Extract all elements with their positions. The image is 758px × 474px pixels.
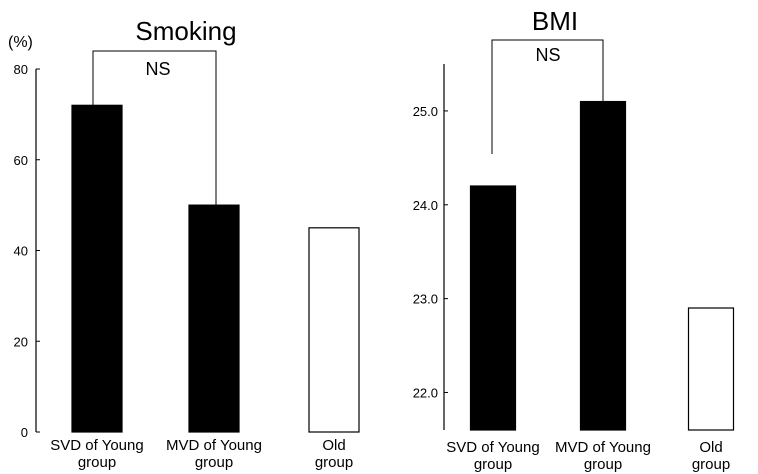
bmi-bar-2: [687, 307, 735, 431]
smoking-ytick-label-1: 20: [14, 334, 28, 349]
bmi-ns-label: NS: [535, 45, 560, 65]
smoking-title: Smoking: [135, 16, 236, 46]
bmi-ytick-label-0: 22.0: [413, 385, 438, 400]
smoking-category-label-1: MVD of Young group: [166, 437, 262, 471]
bmi-title: BMI: [532, 6, 578, 36]
bmi-category-label-1: MVD of Young group: [555, 439, 651, 473]
smoking-ns-label: NS: [145, 59, 170, 79]
smoking-ylabel: (%): [8, 34, 33, 51]
bmi-bar-0: [469, 185, 517, 431]
smoking-ytick-label-0: 0: [21, 425, 28, 440]
bmi-ns-bracket: [491, 39, 604, 154]
smoking-ns-bracket: [92, 50, 217, 247]
bmi-category-label-0: SVD of Young group: [446, 439, 539, 473]
chart-bmi: BMI NS 22.0 23.0 24.0 25.0 SVD of Young group…: [413, 6, 735, 473]
bmi-ytick-label-1: 23.0: [413, 292, 438, 307]
smoking-ytick-label-3: 60: [14, 153, 28, 168]
chart-smoking: Smoking (%) NS 0 20 40 60 80 SVD of Young grou…: [8, 16, 360, 471]
bmi-ytick-label-2: 24.0: [413, 198, 438, 213]
bmi-ytick-label-3: 25.0: [413, 104, 438, 119]
smoking-ytick-label-4: 80: [14, 62, 28, 77]
smoking-bar-1: [188, 204, 240, 433]
smoking-ytick-label-2: 40: [14, 244, 28, 259]
bmi-bar-1: [579, 100, 627, 431]
smoking-bar-0: [71, 104, 123, 433]
bmi-marks: 22.0 23.0 24.0 25.0 SVD of Young group MVD of …: [413, 39, 735, 473]
smoking-marks: 0 20 40 60 80 SVD of Young group MVD of Young gr…: [14, 50, 360, 471]
bmi-category-label-2: Old group: [692, 439, 730, 473]
smoking-bar-2: [308, 227, 360, 433]
smoking-category-label-2: Old group: [315, 437, 353, 471]
smoking-category-label-0: SVD of Young group: [50, 437, 143, 471]
